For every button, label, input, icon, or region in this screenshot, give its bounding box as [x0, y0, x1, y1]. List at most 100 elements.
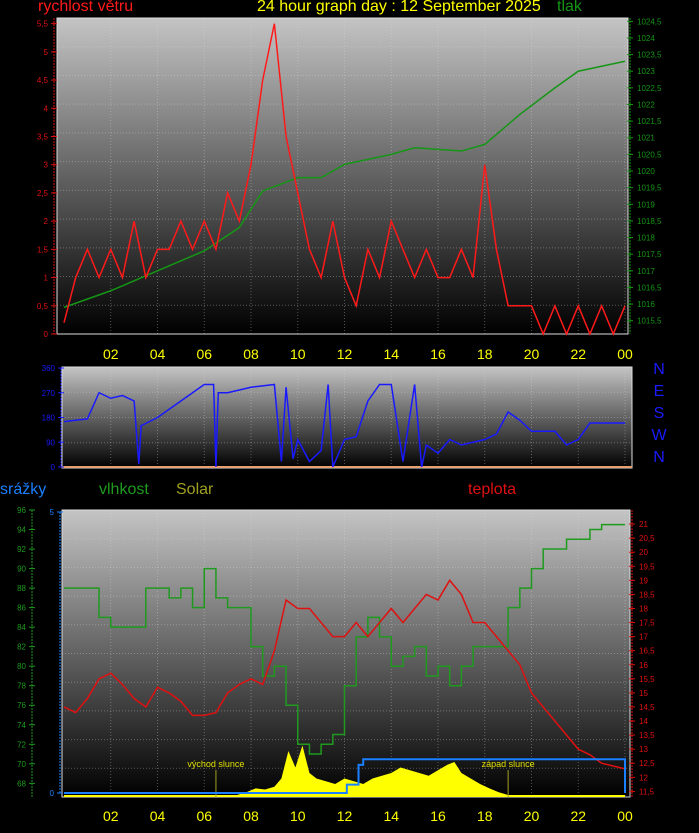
- pressure-axis-tick-label: 1023,5: [637, 51, 662, 60]
- temperature-axis-tick-label: 13: [639, 745, 648, 754]
- pressure-axis-tick-label: 1019: [637, 200, 655, 209]
- humidity-axis-tick-label: 72: [17, 740, 26, 749]
- x-tick-label-top: 20: [524, 346, 540, 362]
- solar-area: [64, 745, 625, 797]
- temperature-axis-tick-label: 12: [639, 773, 648, 782]
- humidity-axis-tick-label: 82: [17, 643, 26, 652]
- wind-axis-tick-label: 0: [44, 330, 49, 339]
- wind-axis-tick-label: 4: [44, 104, 49, 113]
- x-tick-label-top: 06: [196, 346, 212, 362]
- wind-axis-tick-label: 3: [44, 161, 49, 170]
- humidity-axis-tick-label: 68: [17, 779, 26, 788]
- humidity-axis-tick-label: 70: [17, 760, 26, 769]
- wind-speed-line: [63, 23, 626, 336]
- compass-label: W: [651, 427, 667, 444]
- rain-label: srážky: [0, 481, 47, 498]
- pressure-axis-tick-label: 1023: [637, 67, 655, 76]
- temperature-axis-tick-label: 20,5: [639, 534, 655, 543]
- pressure-axis-tick-label: 1024,5: [637, 17, 662, 26]
- temperature-axis-tick-label: 20: [639, 548, 648, 557]
- x-tick-label-bottom: 06: [196, 808, 212, 824]
- x-tick-label-top: 10: [290, 346, 306, 362]
- pressure-axis-tick-label: 1022,5: [637, 84, 662, 93]
- pressure-axis-tick-label: 1022: [637, 100, 655, 109]
- pressure-label: tlak: [557, 0, 582, 15]
- temperature-axis-tick-label: 15: [639, 689, 648, 698]
- sunset-annotation: západ slunce: [482, 759, 535, 769]
- wind-axis-tick-label: 2,5: [37, 189, 49, 198]
- compass-label: N: [653, 361, 665, 378]
- temperature-axis-tick-label: 17,5: [639, 619, 655, 628]
- wind-direction-line: [63, 383, 625, 468]
- wind-axis-tick-label: 3,5: [37, 133, 49, 142]
- x-tick-label-top: 14: [383, 346, 399, 362]
- humidity-axis-tick-label: 86: [17, 604, 26, 613]
- sunrise-annotation: východ slunce: [187, 759, 244, 769]
- temperature-axis-tick-label: 15,5: [639, 675, 655, 684]
- humidity-axis-tick-label: 76: [17, 701, 26, 710]
- x-tick-label-bottom: 04: [150, 808, 166, 824]
- humidity-axis-tick-label: 92: [17, 545, 26, 554]
- pressure-axis-tick-label: 1020: [637, 167, 655, 176]
- humidity-axis-tick-label: 74: [17, 721, 26, 730]
- temperature-line: [63, 579, 626, 770]
- temperature-axis-tick-label: 13,5: [639, 731, 655, 740]
- humidity-axis-tick-label: 94: [17, 526, 26, 535]
- x-tick-label-top: 04: [150, 346, 166, 362]
- direction-axis-tick-label: 180: [42, 414, 56, 423]
- wind-axis-tick-label: 5,5: [37, 20, 49, 29]
- humidity-axis-tick-label: 90: [17, 565, 26, 574]
- rain-line: [64, 758, 626, 794]
- humidity-axis-tick-label: 80: [17, 662, 26, 671]
- temperature-axis-tick-label: 14: [639, 717, 648, 726]
- temperature-axis-tick-label: 19,5: [639, 562, 655, 571]
- wind-axis-tick-label: 5: [44, 48, 49, 57]
- x-tick-label-bottom: 10: [290, 808, 306, 824]
- pressure-axis-tick-label: 1016,5: [637, 283, 662, 292]
- pressure-axis-tick-label: 1020,5: [637, 150, 662, 159]
- x-tick-label-bottom: 12: [337, 808, 353, 824]
- x-tick-label-top: 08: [243, 346, 259, 362]
- x-tick-label-top: 12: [337, 346, 353, 362]
- pressure-axis-tick-label: 1017: [637, 267, 655, 276]
- x-tick-label-top: 02: [103, 346, 119, 362]
- humidity-line: [64, 523, 625, 755]
- direction-axis-tick-label: 0: [51, 463, 56, 472]
- pressure-axis-tick-label: 1018,5: [637, 217, 662, 226]
- temperature-axis-tick-label: 18: [639, 604, 648, 613]
- compass-label: E: [654, 383, 665, 400]
- x-tick-label-top: 16: [430, 346, 446, 362]
- humidity-label: vlhkost: [99, 481, 149, 498]
- temperature-axis-tick-label: 19: [639, 576, 648, 585]
- pressure-axis-tick-label: 1017,5: [637, 250, 662, 259]
- wind-speed-label: rychlost větru: [38, 0, 134, 15]
- pressure-axis-tick-label: 1021,5: [637, 117, 662, 126]
- x-tick-label-top: 00: [617, 346, 633, 362]
- x-tick-label-bottom: 18: [477, 808, 493, 824]
- pressure-axis-tick-label: 1016: [637, 300, 655, 309]
- x-tick-label-bottom: 16: [430, 808, 446, 824]
- temperature-label: teplota: [468, 481, 517, 498]
- humidity-axis-tick-label: 96: [17, 506, 26, 515]
- x-tick-label-bottom: 02: [103, 808, 119, 824]
- rain-humidity-temperature-plot-area: [61, 509, 631, 798]
- humidity-axis-tick-label: 78: [17, 682, 26, 691]
- rain-axis-tick-label: 0: [50, 789, 55, 798]
- pressure-line: [63, 60, 626, 309]
- temperature-axis-tick-label: 16,5: [639, 647, 655, 656]
- x-tick-label-bottom: 00: [617, 808, 633, 824]
- x-tick-label-top: 18: [477, 346, 493, 362]
- temperature-axis-tick-label: 17: [639, 633, 648, 642]
- x-tick-label-bottom: 14: [383, 808, 399, 824]
- wind-axis-tick-label: 2: [44, 217, 49, 226]
- pressure-axis-tick-label: 1018: [637, 234, 655, 243]
- humidity-axis-tick-label: 88: [17, 584, 26, 593]
- x-tick-label-bottom: 22: [570, 808, 586, 824]
- x-tick-label-bottom: 08: [243, 808, 259, 824]
- pressure-axis-tick-label: 1024: [637, 34, 655, 43]
- temperature-axis-tick-label: 11,5: [639, 787, 655, 796]
- wind-pressure-plot-area: [56, 17, 629, 335]
- direction-axis-tick-label: 270: [42, 389, 56, 398]
- wind-axis-tick-label: 0,5: [37, 302, 49, 311]
